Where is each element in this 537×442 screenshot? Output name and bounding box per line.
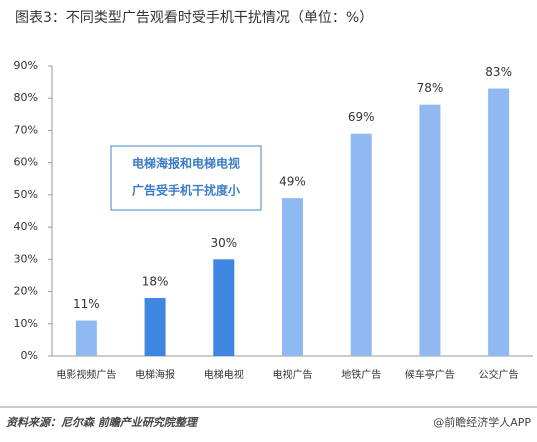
bar <box>144 298 166 356</box>
annotation: 电梯海报和电梯电视 <box>132 156 240 171</box>
bar <box>213 259 235 356</box>
x-tick-label: 电梯电视 <box>204 368 244 381</box>
y-tick-label: 60% <box>14 156 38 169</box>
y-tick-label: 40% <box>14 220 38 233</box>
value-label: 30% <box>210 236 237 250</box>
y-tick-label: 20% <box>14 285 38 298</box>
value-label: 18% <box>142 275 169 289</box>
value-label: 11% <box>73 297 100 311</box>
x-tick-label: 电影视频广告 <box>56 368 116 381</box>
x-tick-label: 地铁广告 <box>341 368 381 381</box>
credit: @前瞻经济学人APP <box>433 415 531 429</box>
bar <box>75 320 97 356</box>
y-tick-label: 10% <box>14 317 38 330</box>
value-label: 78% <box>417 81 444 95</box>
bar <box>350 133 372 356</box>
annotation: 广告受手机干扰度小 <box>132 183 240 198</box>
value-label: 69% <box>348 110 375 124</box>
x-tick-label: 电视广告 <box>273 368 313 381</box>
x-tick-label: 公交广告 <box>479 368 519 381</box>
bar <box>488 88 510 357</box>
x-tick-label: 候车亭广告 <box>405 368 455 381</box>
source: 资料来源：尼尔森 前瞻产业研究院整理 <box>6 416 199 429</box>
chart-title: 图表3：不同类型广告观看时受手机干扰情况（单位：%） <box>15 10 373 26</box>
y-tick-label: 90% <box>14 59 38 72</box>
bar <box>282 198 303 356</box>
y-tick-label: 70% <box>14 123 38 136</box>
y-tick-label: 50% <box>14 188 38 201</box>
value-label: 83% <box>485 65 512 79</box>
value-label: 49% <box>279 175 306 189</box>
annotation-box <box>110 145 262 211</box>
x-tick-label: 电梯海报 <box>135 368 175 381</box>
y-tick-label: 0% <box>21 349 38 362</box>
bar <box>419 104 441 357</box>
y-tick-label: 80% <box>14 91 38 104</box>
y-tick-label: 30% <box>14 252 38 265</box>
